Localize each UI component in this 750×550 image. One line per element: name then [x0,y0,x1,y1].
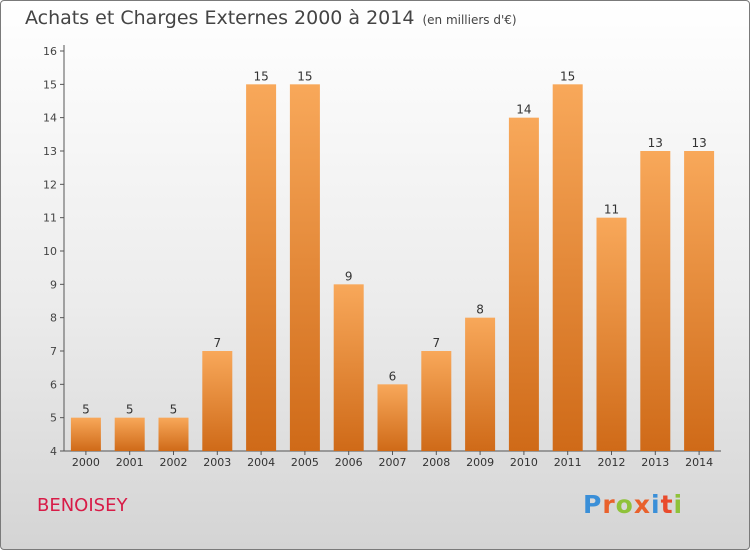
y-tick-label: 8 [50,312,57,325]
data-label: 11 [604,203,619,217]
x-tick-label: 2003 [203,456,231,469]
title-text: Achats et Charges Externes 2000 à 2014 [25,7,415,29]
bar-2011 [552,84,583,451]
y-tick-label: 11 [43,212,57,225]
x-tick-label: 2013 [641,456,669,469]
bar-2000 [70,417,101,451]
logo-letter: r [602,490,616,519]
x-tick-label: 2009 [466,456,494,469]
y-tick-label: 14 [43,112,57,125]
data-label: 5 [82,403,90,417]
bar-2001 [114,417,145,451]
y-tick-label: 5 [50,412,57,425]
y-tick-label: 12 [43,178,57,191]
logo-letter: t [660,490,674,519]
data-label: 5 [126,403,134,417]
data-label: 7 [213,336,221,350]
bar-2012 [596,217,627,451]
data-label: 15 [560,69,575,83]
logo-letter: P [583,490,603,519]
y-tick-label: 16 [43,45,57,58]
y-tick-label: 15 [43,78,57,91]
subtitle-text: (en milliers d'€) [422,13,517,27]
bar-2005 [289,84,320,451]
y-tick-label: 6 [50,378,57,391]
bar-2013 [640,151,671,451]
x-tick-label: 2007 [379,456,407,469]
logo-letter: i [673,490,684,519]
data-label: 5 [170,403,178,417]
x-tick-label: 2012 [598,456,626,469]
bar-2004 [246,84,277,451]
x-tick-label: 2005 [291,456,319,469]
bar-2006 [333,284,364,451]
bar-2009 [465,317,496,451]
x-tick-label: 2001 [116,456,144,469]
x-tick-label: 2002 [160,456,188,469]
bar-2008 [421,351,452,451]
proxiti-logo: Proxiti [583,490,683,519]
logo-letter: i [651,490,661,519]
data-label: 9 [345,269,353,283]
data-label: 15 [253,69,268,83]
x-tick-label: 2010 [510,456,538,469]
bar-2010 [508,117,539,452]
y-tick-label: 9 [50,278,57,291]
x-tick-label: 2004 [247,456,275,469]
data-label: 14 [516,103,531,117]
x-tick-label: 2014 [685,456,713,469]
y-tick-label: 4 [50,445,57,458]
data-label: 13 [691,136,706,150]
x-tick-label: 2008 [422,456,450,469]
logo-letter: o [615,490,634,519]
data-label: 7 [432,336,440,350]
logo-letter: x [633,490,651,519]
y-tick-label: 7 [50,345,57,358]
data-label: 15 [297,69,312,83]
bar-2002 [158,417,189,451]
bar-2014 [684,151,715,451]
x-tick-label: 2006 [335,456,363,469]
data-label: 8 [476,303,484,317]
y-tick-label: 10 [43,245,57,258]
bar-2007 [377,384,408,451]
x-tick-label: 2011 [554,456,582,469]
y-tick-label: 13 [43,145,57,158]
bar-2003 [202,351,233,451]
x-tick-label: 2000 [72,456,100,469]
data-label: 13 [648,136,663,150]
chart-title: Achats et Charges Externes 2000 à 2014 (e… [25,7,517,29]
commune-name: BENOISEY [37,495,128,516]
data-label: 6 [389,369,397,383]
